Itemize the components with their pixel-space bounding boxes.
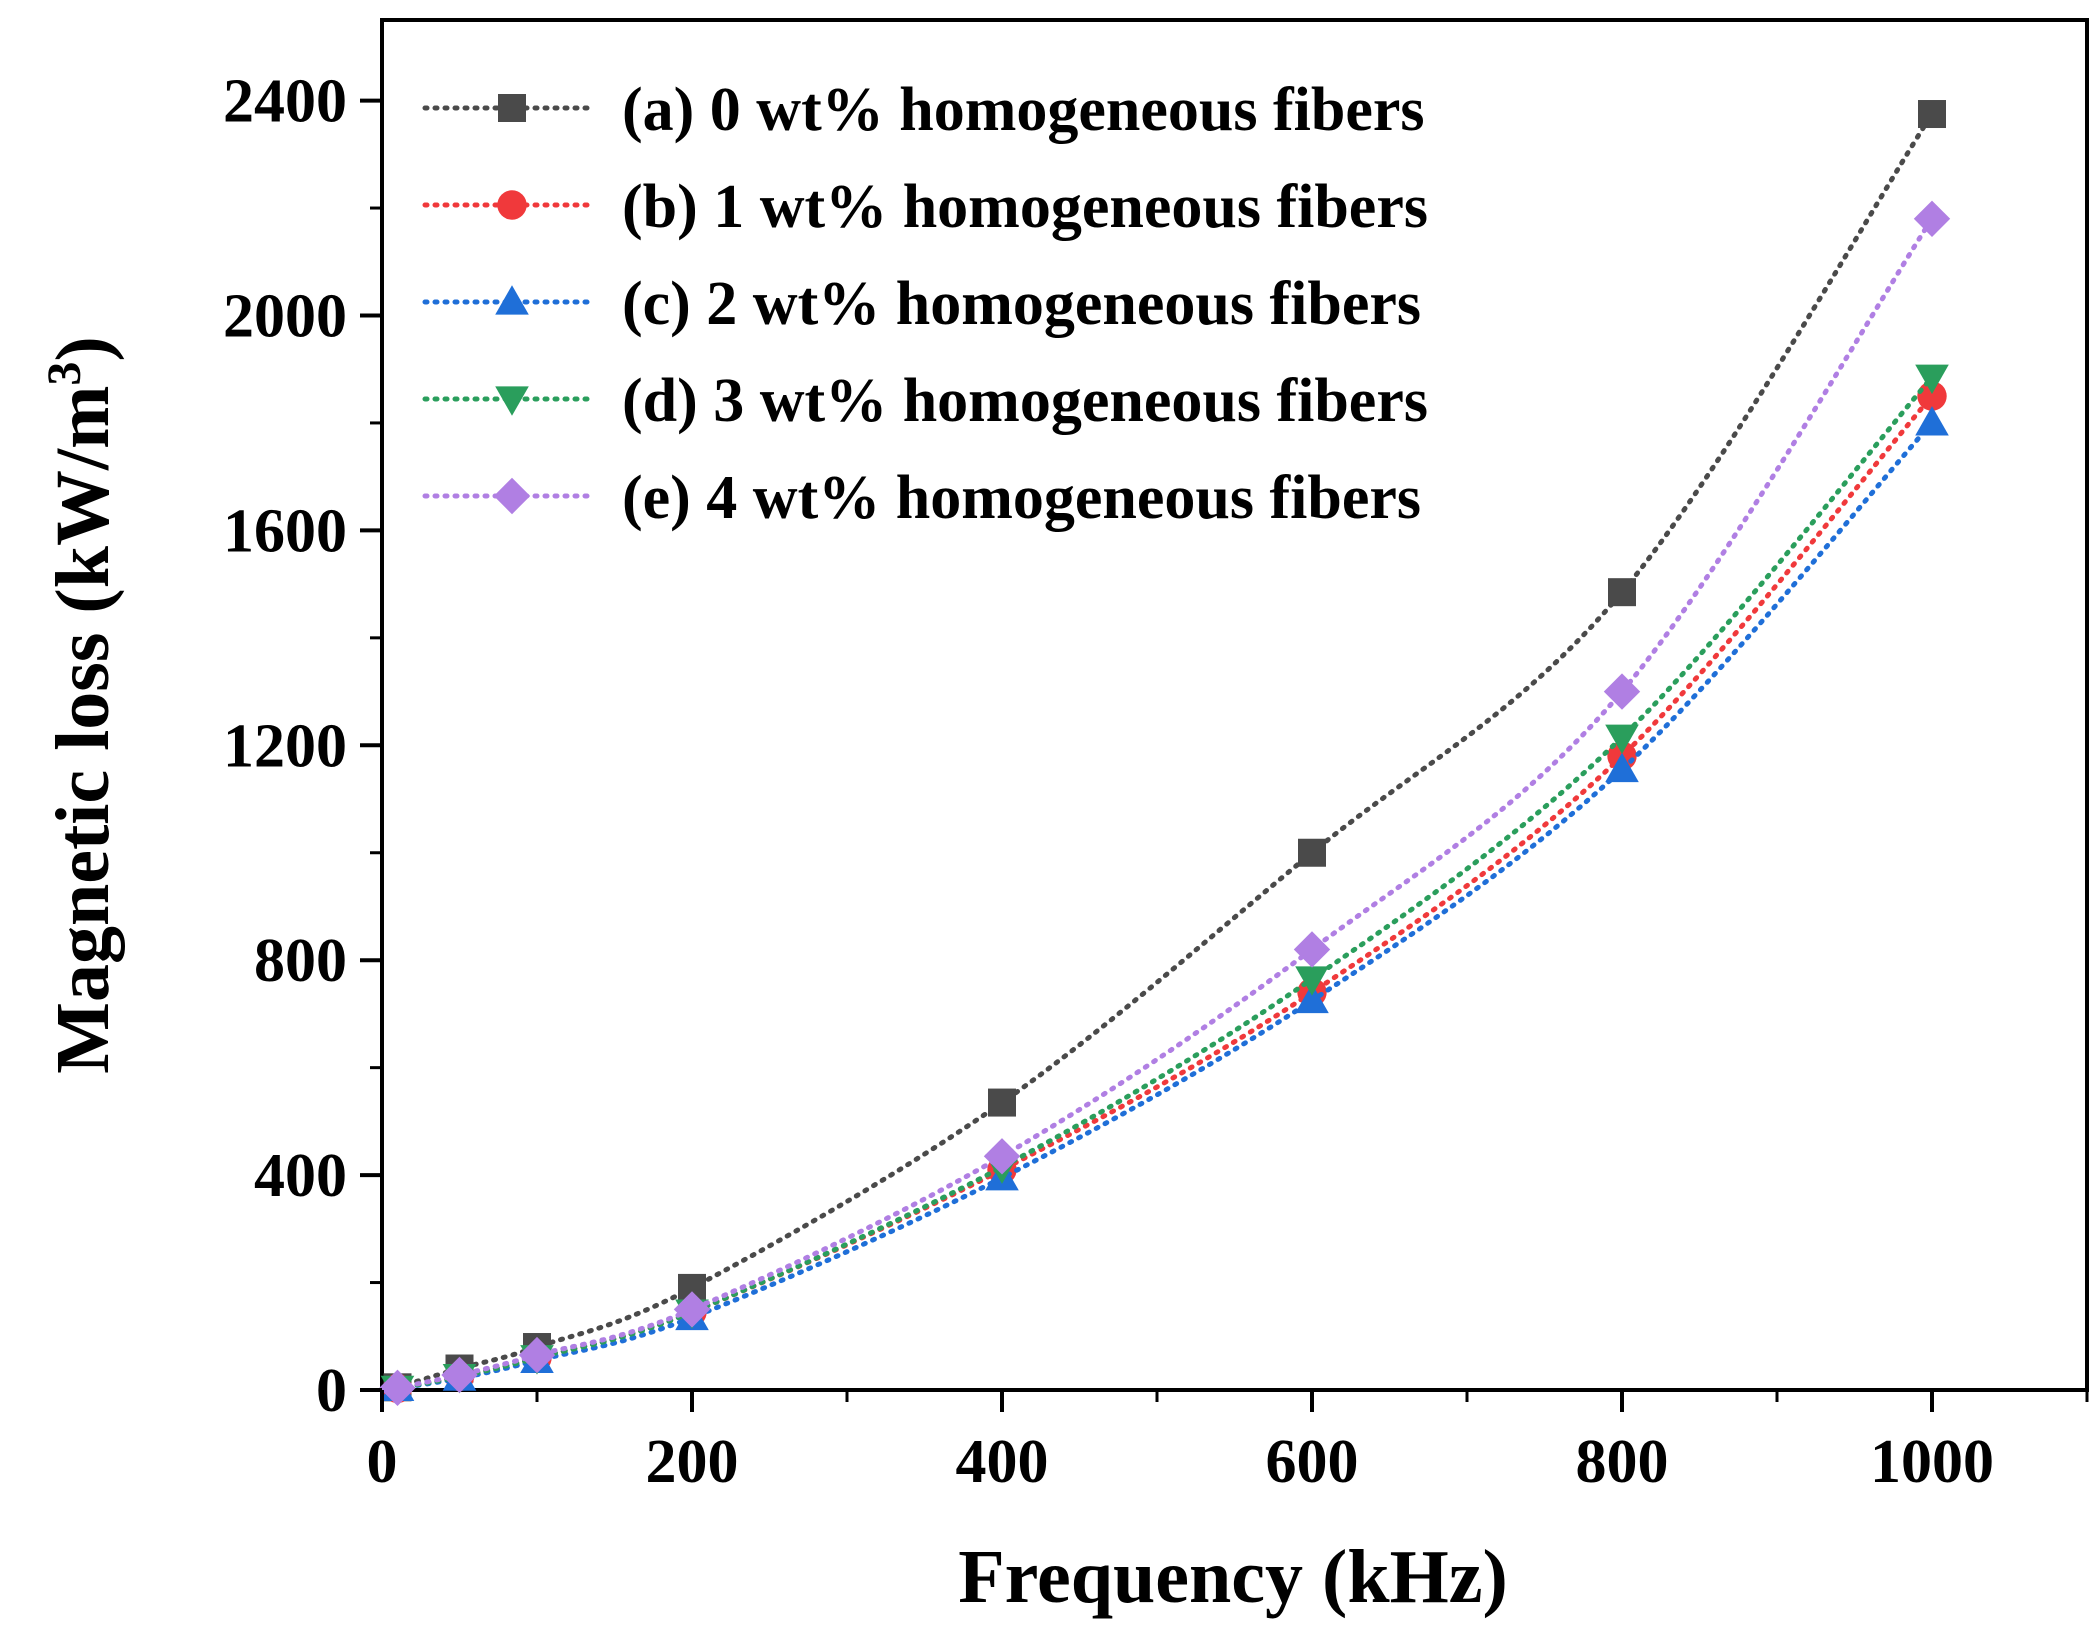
y-tick-label: 2000 xyxy=(223,282,347,350)
series-b xyxy=(382,381,1947,1404)
data-point xyxy=(1603,673,1641,710)
x-axis-title: Frequency (kHz) xyxy=(958,1535,1508,1619)
y-tick-label: 1600 xyxy=(223,497,347,565)
series-layer xyxy=(379,100,1951,1407)
x-tick-label: 0 xyxy=(367,1428,398,1496)
legend-label: (c) 2 wt% homogeneous fibers xyxy=(622,270,1421,338)
y-axis-title-close: ) xyxy=(41,336,125,361)
data-point xyxy=(1605,724,1639,755)
legend: (a) 0 wt% homogeneous fibers (b) 1 wt% ho… xyxy=(422,76,1428,532)
legend-marker xyxy=(493,477,531,515)
data-point xyxy=(1918,100,1946,129)
data-point xyxy=(1298,838,1326,867)
y-tick-label: 2400 xyxy=(223,68,347,136)
data-point xyxy=(983,1138,1021,1175)
y-tick-label: 1200 xyxy=(223,712,347,780)
plot-frame xyxy=(380,18,2089,1392)
y-axis-title-main: Magnetic loss (kW/m xyxy=(41,386,125,1074)
ticks-layer: 0 200 400 600 800 1000 0 400 800 1200 1600 2000 2400 xyxy=(223,68,2089,1496)
data-point xyxy=(518,1336,556,1374)
x-tick-label: 600 xyxy=(1266,1428,1359,1496)
data-point xyxy=(1295,966,1329,996)
data-point xyxy=(988,1088,1016,1117)
legend-label: (e) 4 wt% homogeneous fibers xyxy=(622,464,1421,532)
y-axis-title: Magnetic loss (kW/m3) xyxy=(38,336,125,1073)
series-c xyxy=(380,406,1949,1401)
legend-label: (d) 3 wt% homogeneous fibers xyxy=(622,367,1428,435)
data-point xyxy=(1605,752,1639,783)
x-tick-label: 400 xyxy=(956,1428,1049,1496)
series-line xyxy=(395,111,1935,1390)
legend-marker xyxy=(495,386,529,416)
data-point xyxy=(1295,983,1329,1014)
series-line xyxy=(395,420,1935,1391)
series-line xyxy=(395,393,1935,1391)
data-point xyxy=(441,1356,478,1394)
data-point xyxy=(1913,200,1951,237)
data-point xyxy=(1915,364,1949,395)
y-tick-label: 800 xyxy=(254,927,347,995)
legend-item: (e) 4 wt% homogeneous fibers xyxy=(422,464,1421,532)
legend-item: (d) 3 wt% homogeneous fibers xyxy=(422,367,1428,435)
legend-marker xyxy=(497,190,527,220)
data-point xyxy=(1608,578,1636,607)
data-point xyxy=(379,1369,416,1407)
legend-item: (b) 1 wt% homogeneous fibers xyxy=(422,173,1428,241)
x-tick-label: 1000 xyxy=(1870,1428,1994,1496)
legend-marker xyxy=(498,94,526,122)
legend-item: (a) 0 wt% homogeneous fibers xyxy=(422,76,1425,144)
legend-label: (b) 1 wt% homogeneous fibers xyxy=(622,173,1428,241)
y-tick-label: 0 xyxy=(316,1357,347,1425)
legend-marker xyxy=(495,285,529,315)
x-tick-label: 800 xyxy=(1576,1428,1669,1496)
y-axis-title-superscript: 3 xyxy=(38,362,91,386)
series-e xyxy=(379,200,1951,1407)
data-point xyxy=(1293,931,1331,968)
y-tick-label: 400 xyxy=(254,1142,347,1210)
x-tick-label: 200 xyxy=(646,1428,739,1496)
data-point xyxy=(1917,381,1947,411)
series-a xyxy=(383,100,1946,1402)
legend-label: (a) 0 wt% homogeneous fibers xyxy=(622,76,1425,144)
data-point xyxy=(1915,406,1949,436)
data-point xyxy=(673,1291,711,1328)
legend-item: (c) 2 wt% homogeneous fibers xyxy=(422,270,1421,338)
